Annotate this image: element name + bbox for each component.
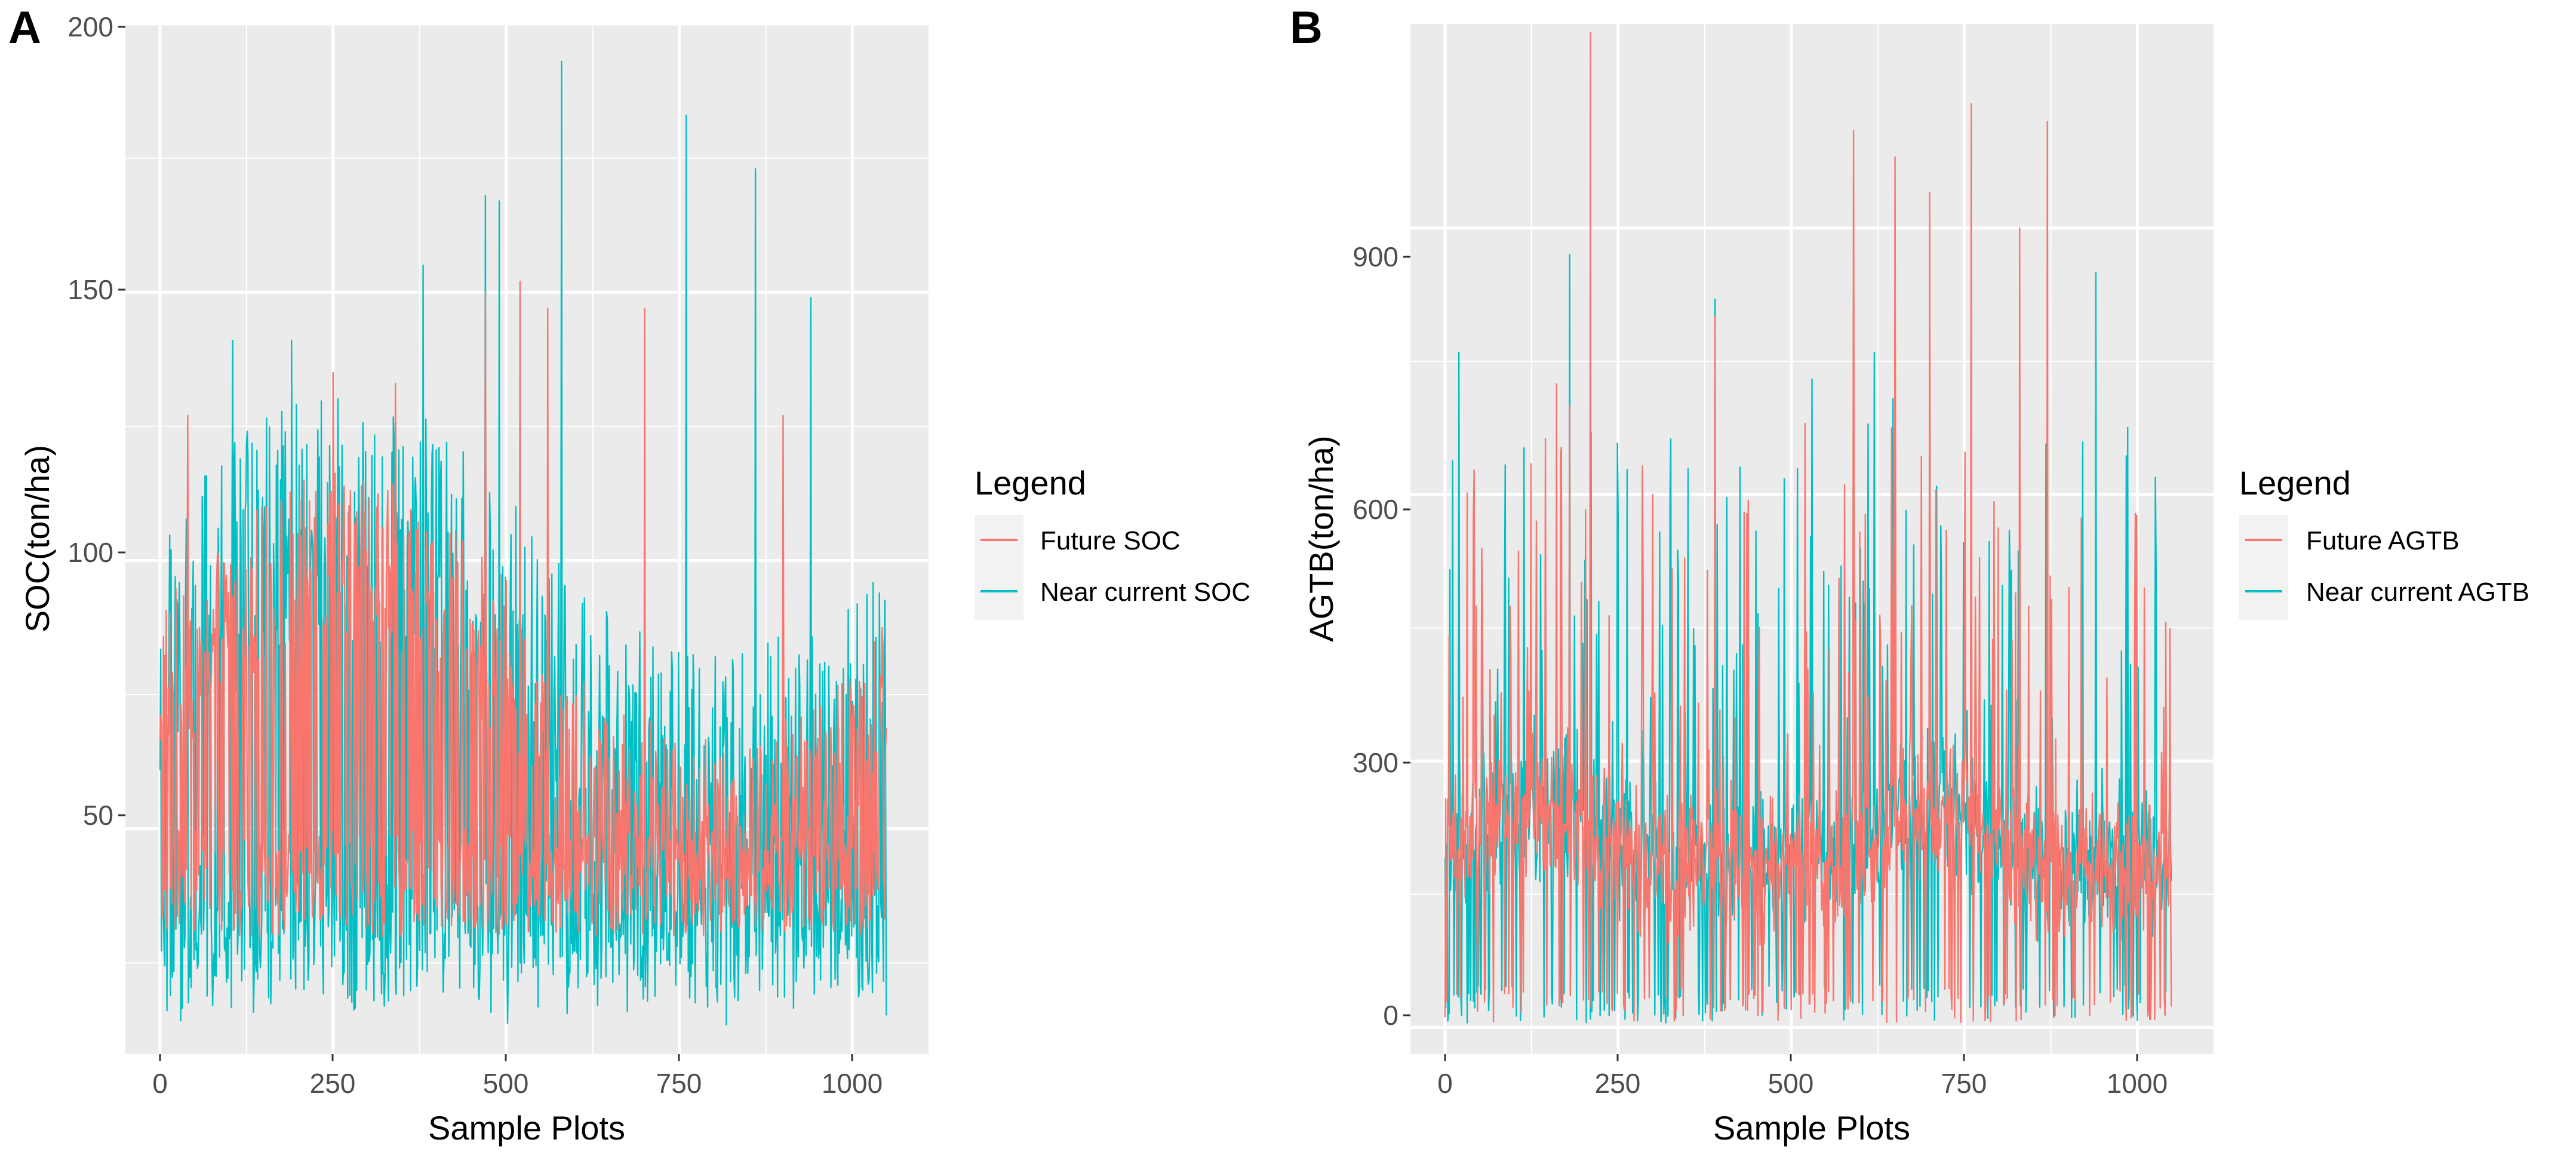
panel-a-ytick-label: 200	[67, 11, 113, 42]
panel-a-legend-label-near-current: Near current SOC	[1040, 578, 1250, 607]
panel-b-ytick-label: 900	[1352, 241, 1398, 272]
panel-b: B 0 300 600 900 0 250 500 750 1000	[1290, 2, 2529, 1147]
panel-b-xtick-label: 750	[1941, 1068, 1987, 1099]
panel-b-future-agtb-line	[1444, 32, 2172, 1023]
panel-a-ytick-label: 150	[67, 274, 113, 305]
panel-b-series-future-agtb	[1444, 32, 2172, 1023]
panel-b-xtick-label: 0	[1437, 1068, 1453, 1099]
panel-a-legend-title: Legend	[975, 464, 1086, 502]
panel-b-y-axis-title: AGTB(ton/ha)	[1302, 435, 1340, 641]
panel-a-legend-label-future: Future SOC	[1040, 526, 1181, 555]
panel-b-y-ticks: 0 300 600 900	[1352, 241, 1410, 1031]
panel-a-xtick-label: 250	[310, 1068, 356, 1099]
panel-a-letter: A	[8, 2, 41, 53]
panel-a-xtick-label: 500	[483, 1068, 529, 1099]
panel-b-ytick-label: 600	[1352, 494, 1398, 525]
panel-a-xtick-label: 0	[152, 1068, 168, 1099]
panel-b-letter: B	[1290, 2, 1323, 53]
panel-b-legend-title: Legend	[2239, 464, 2351, 502]
panel-a-series-future-soc	[159, 281, 887, 937]
panel-b-x-ticks: 0 250 500 750 1000	[1437, 1054, 2168, 1099]
panel-b-legend-label-near-current: Near current AGTB	[2306, 578, 2529, 607]
panel-a-y-ticks: 50 100 150 200	[67, 11, 125, 831]
panel-a-xtick-label: 750	[656, 1068, 702, 1099]
panel-a-ytick-label: 100	[67, 537, 113, 568]
panel-a-legend-key-background	[975, 515, 1023, 620]
panel-b-legend-label-future: Future AGTB	[2306, 526, 2460, 555]
panel-a-xtick-label: 1000	[822, 1068, 883, 1099]
panel-b-ytick-label: 300	[1352, 747, 1398, 778]
panel-b-x-axis-title: Sample Plots	[1713, 1109, 1910, 1147]
panel-b-legend: Legend Future AGTB Near current AGTB	[2239, 464, 2529, 620]
panel-b-xtick-label: 500	[1768, 1068, 1814, 1099]
panel-a-x-axis-title: Sample Plots	[428, 1109, 625, 1147]
panel-a-legend: Legend Future SOC Near current SOC	[975, 464, 1250, 620]
panel-a: A 50 100 150 200 0 250 500 750 1000	[8, 2, 1250, 1147]
panel-b-legend-key-background	[2239, 515, 2288, 620]
panel-b-ytick-label: 0	[1383, 1000, 1398, 1031]
panel-a-x-ticks: 0 250 500 750 1000	[152, 1054, 883, 1099]
panel-b-xtick-label: 250	[1595, 1068, 1641, 1099]
panel-a-ytick-label: 50	[83, 800, 113, 831]
panel-b-xtick-label: 1000	[2107, 1068, 2168, 1099]
panel-a-y-axis-title: SOC(ton/ha)	[19, 445, 56, 632]
panel-a-future-soc-line	[159, 281, 887, 937]
